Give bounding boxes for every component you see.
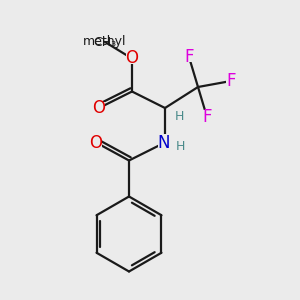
Bar [126, 52, 138, 64]
Bar [226, 76, 236, 86]
Bar [158, 134, 172, 148]
Text: H: H [175, 110, 184, 123]
Bar [90, 136, 102, 148]
Bar [93, 102, 105, 114]
Bar [202, 110, 212, 122]
Text: methyl: methyl [83, 35, 127, 49]
Text: F: F [202, 108, 212, 126]
Text: H: H [176, 140, 185, 154]
Text: CH₃: CH₃ [93, 35, 117, 49]
Text: F: F [184, 48, 194, 66]
Text: N: N [157, 134, 170, 152]
Bar [184, 52, 194, 62]
Text: F: F [226, 72, 236, 90]
Text: O: O [92, 99, 106, 117]
Text: O: O [125, 50, 139, 68]
Text: O: O [89, 134, 103, 152]
